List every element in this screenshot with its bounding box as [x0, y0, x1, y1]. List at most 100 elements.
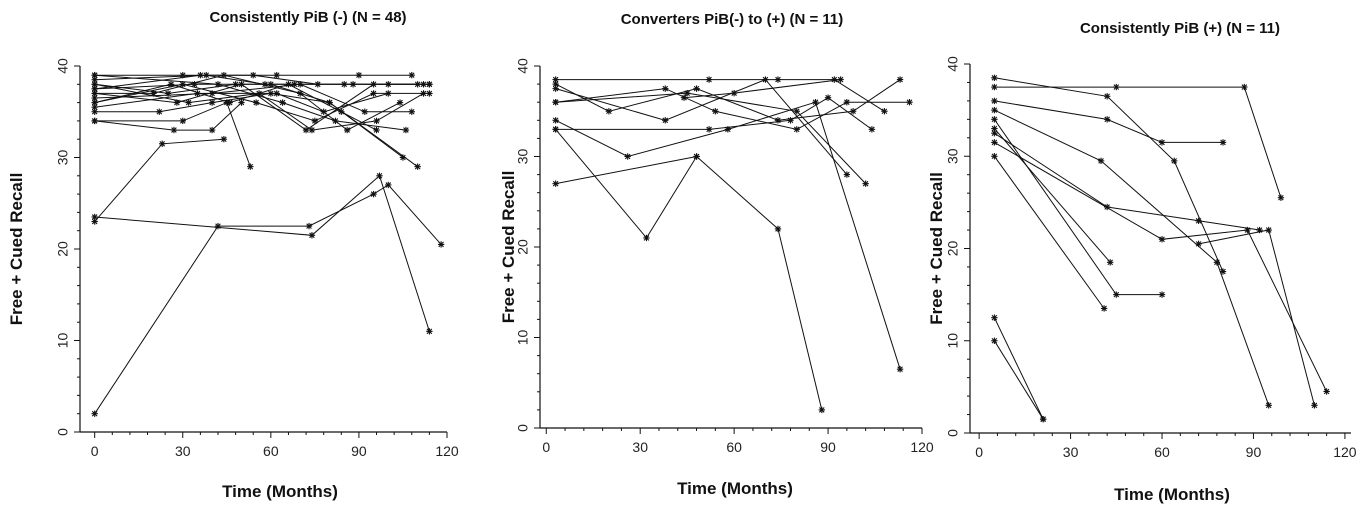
data-point-marker [232, 81, 239, 88]
data-point-marker [724, 126, 732, 133]
series-1 [552, 76, 888, 115]
data-point-marker [220, 136, 228, 143]
data-point-marker [252, 99, 260, 106]
data-point-marker [399, 154, 407, 161]
x-tick-label: 90 [820, 439, 836, 455]
series-3 [552, 76, 851, 178]
data-point-marker [1219, 268, 1227, 275]
data-point-marker [693, 85, 700, 92]
x-tick-label: 60 [1154, 444, 1170, 460]
data-point-marker [793, 108, 800, 115]
x-tick-label: 0 [975, 444, 983, 460]
series-line [94, 184, 442, 414]
x-tick-label: 90 [1246, 444, 1262, 460]
data-point-marker [552, 180, 559, 187]
x-tick-label: 30 [632, 439, 648, 455]
x-tick-label: 0 [542, 439, 550, 455]
data-point-marker [208, 99, 216, 106]
series-line [555, 79, 901, 121]
data-point-marker [906, 99, 913, 106]
y-tick-label: 20 [55, 241, 71, 257]
data-point-marker [1107, 259, 1114, 266]
series-line [555, 92, 866, 184]
y-tick-label: 40 [945, 56, 961, 72]
data-point-marker [1100, 305, 1108, 312]
y-tick-label: 30 [945, 148, 961, 164]
y-tick-label: 10 [515, 330, 531, 346]
data-point-marker [1195, 240, 1202, 248]
y-tick-label: 0 [55, 428, 71, 436]
series-line [555, 156, 697, 185]
series-line [993, 156, 1105, 309]
data-point-marker [812, 99, 819, 106]
series-line [94, 101, 251, 167]
x-tick-label: 60 [726, 439, 742, 455]
y-axis-label: Free + Cued Recall [7, 173, 26, 326]
data-point-marker [824, 94, 832, 101]
data-point-marker [774, 117, 782, 124]
series-line [94, 74, 406, 131]
data-point-marker [197, 71, 204, 79]
data-point-marker [361, 108, 368, 115]
data-point-marker [238, 99, 245, 106]
data-point-marker [991, 74, 998, 82]
y-tick-label: 0 [515, 424, 531, 432]
series-line [94, 74, 430, 90]
data-point-marker [862, 180, 869, 187]
data-point-marker [355, 71, 363, 79]
x-tick-label: 120 [1333, 444, 1357, 460]
data-point-marker [426, 328, 433, 335]
series-9 [991, 125, 1114, 266]
data-point-marker [552, 117, 559, 124]
data-point-marker [843, 171, 851, 178]
series-7 [552, 126, 826, 414]
data-point-marker [297, 90, 304, 97]
data-point-marker [693, 153, 700, 160]
data-point-marker [1158, 291, 1166, 298]
data-point-marker [247, 163, 254, 170]
series-line [994, 86, 1282, 198]
data-point-marker [787, 117, 794, 124]
series-line [993, 317, 1044, 420]
series-10 [991, 314, 1047, 423]
series-line [683, 79, 841, 99]
data-point-marker [552, 85, 559, 92]
data-point-marker [991, 314, 998, 321]
x-tick-label: 30 [175, 443, 191, 459]
y-axis-label: Free + Cued Recall [499, 171, 518, 324]
data-point-marker [1265, 402, 1272, 409]
data-point-marker [774, 225, 782, 233]
data-point-marker [338, 108, 345, 115]
chart-title: Consistently PiB (+) (N = 11) [1080, 20, 1280, 37]
chart-panel-2: Converters PiB(-) to (+) (N = 11) 0 10 20 30… [499, 11, 934, 498]
series-11 [991, 337, 1047, 423]
data-point-marker [91, 99, 98, 106]
data-point-marker [991, 106, 998, 114]
data-point-marker [91, 71, 98, 79]
series-9 [552, 153, 700, 187]
data-point-marker [730, 89, 738, 97]
series-19 [91, 71, 433, 93]
data-point-marker [552, 126, 559, 133]
data-point-marker [1113, 291, 1120, 298]
data-point-marker [167, 81, 175, 88]
data-point-marker [624, 153, 631, 160]
data-point-marker [91, 94, 98, 102]
y-tick-label: 40 [55, 58, 71, 74]
data-point-marker [1171, 157, 1178, 165]
series-2 [91, 136, 228, 225]
data-point-marker [261, 81, 269, 88]
data-point-marker [208, 126, 216, 134]
data-point-marker [991, 153, 998, 160]
series-18 [91, 71, 410, 134]
y-axis-label: Free + Cued Recall [927, 172, 946, 325]
data-point-marker [1103, 93, 1111, 100]
data-point-marker [896, 76, 904, 83]
x-tick-label: 30 [1063, 444, 1079, 460]
x-tick-label: 0 [91, 443, 99, 459]
y-tick-label: 10 [945, 333, 961, 349]
series-2 [552, 76, 904, 124]
data-point-marker [662, 117, 669, 124]
data-point-marker [332, 117, 339, 125]
data-point-marker [376, 172, 383, 179]
